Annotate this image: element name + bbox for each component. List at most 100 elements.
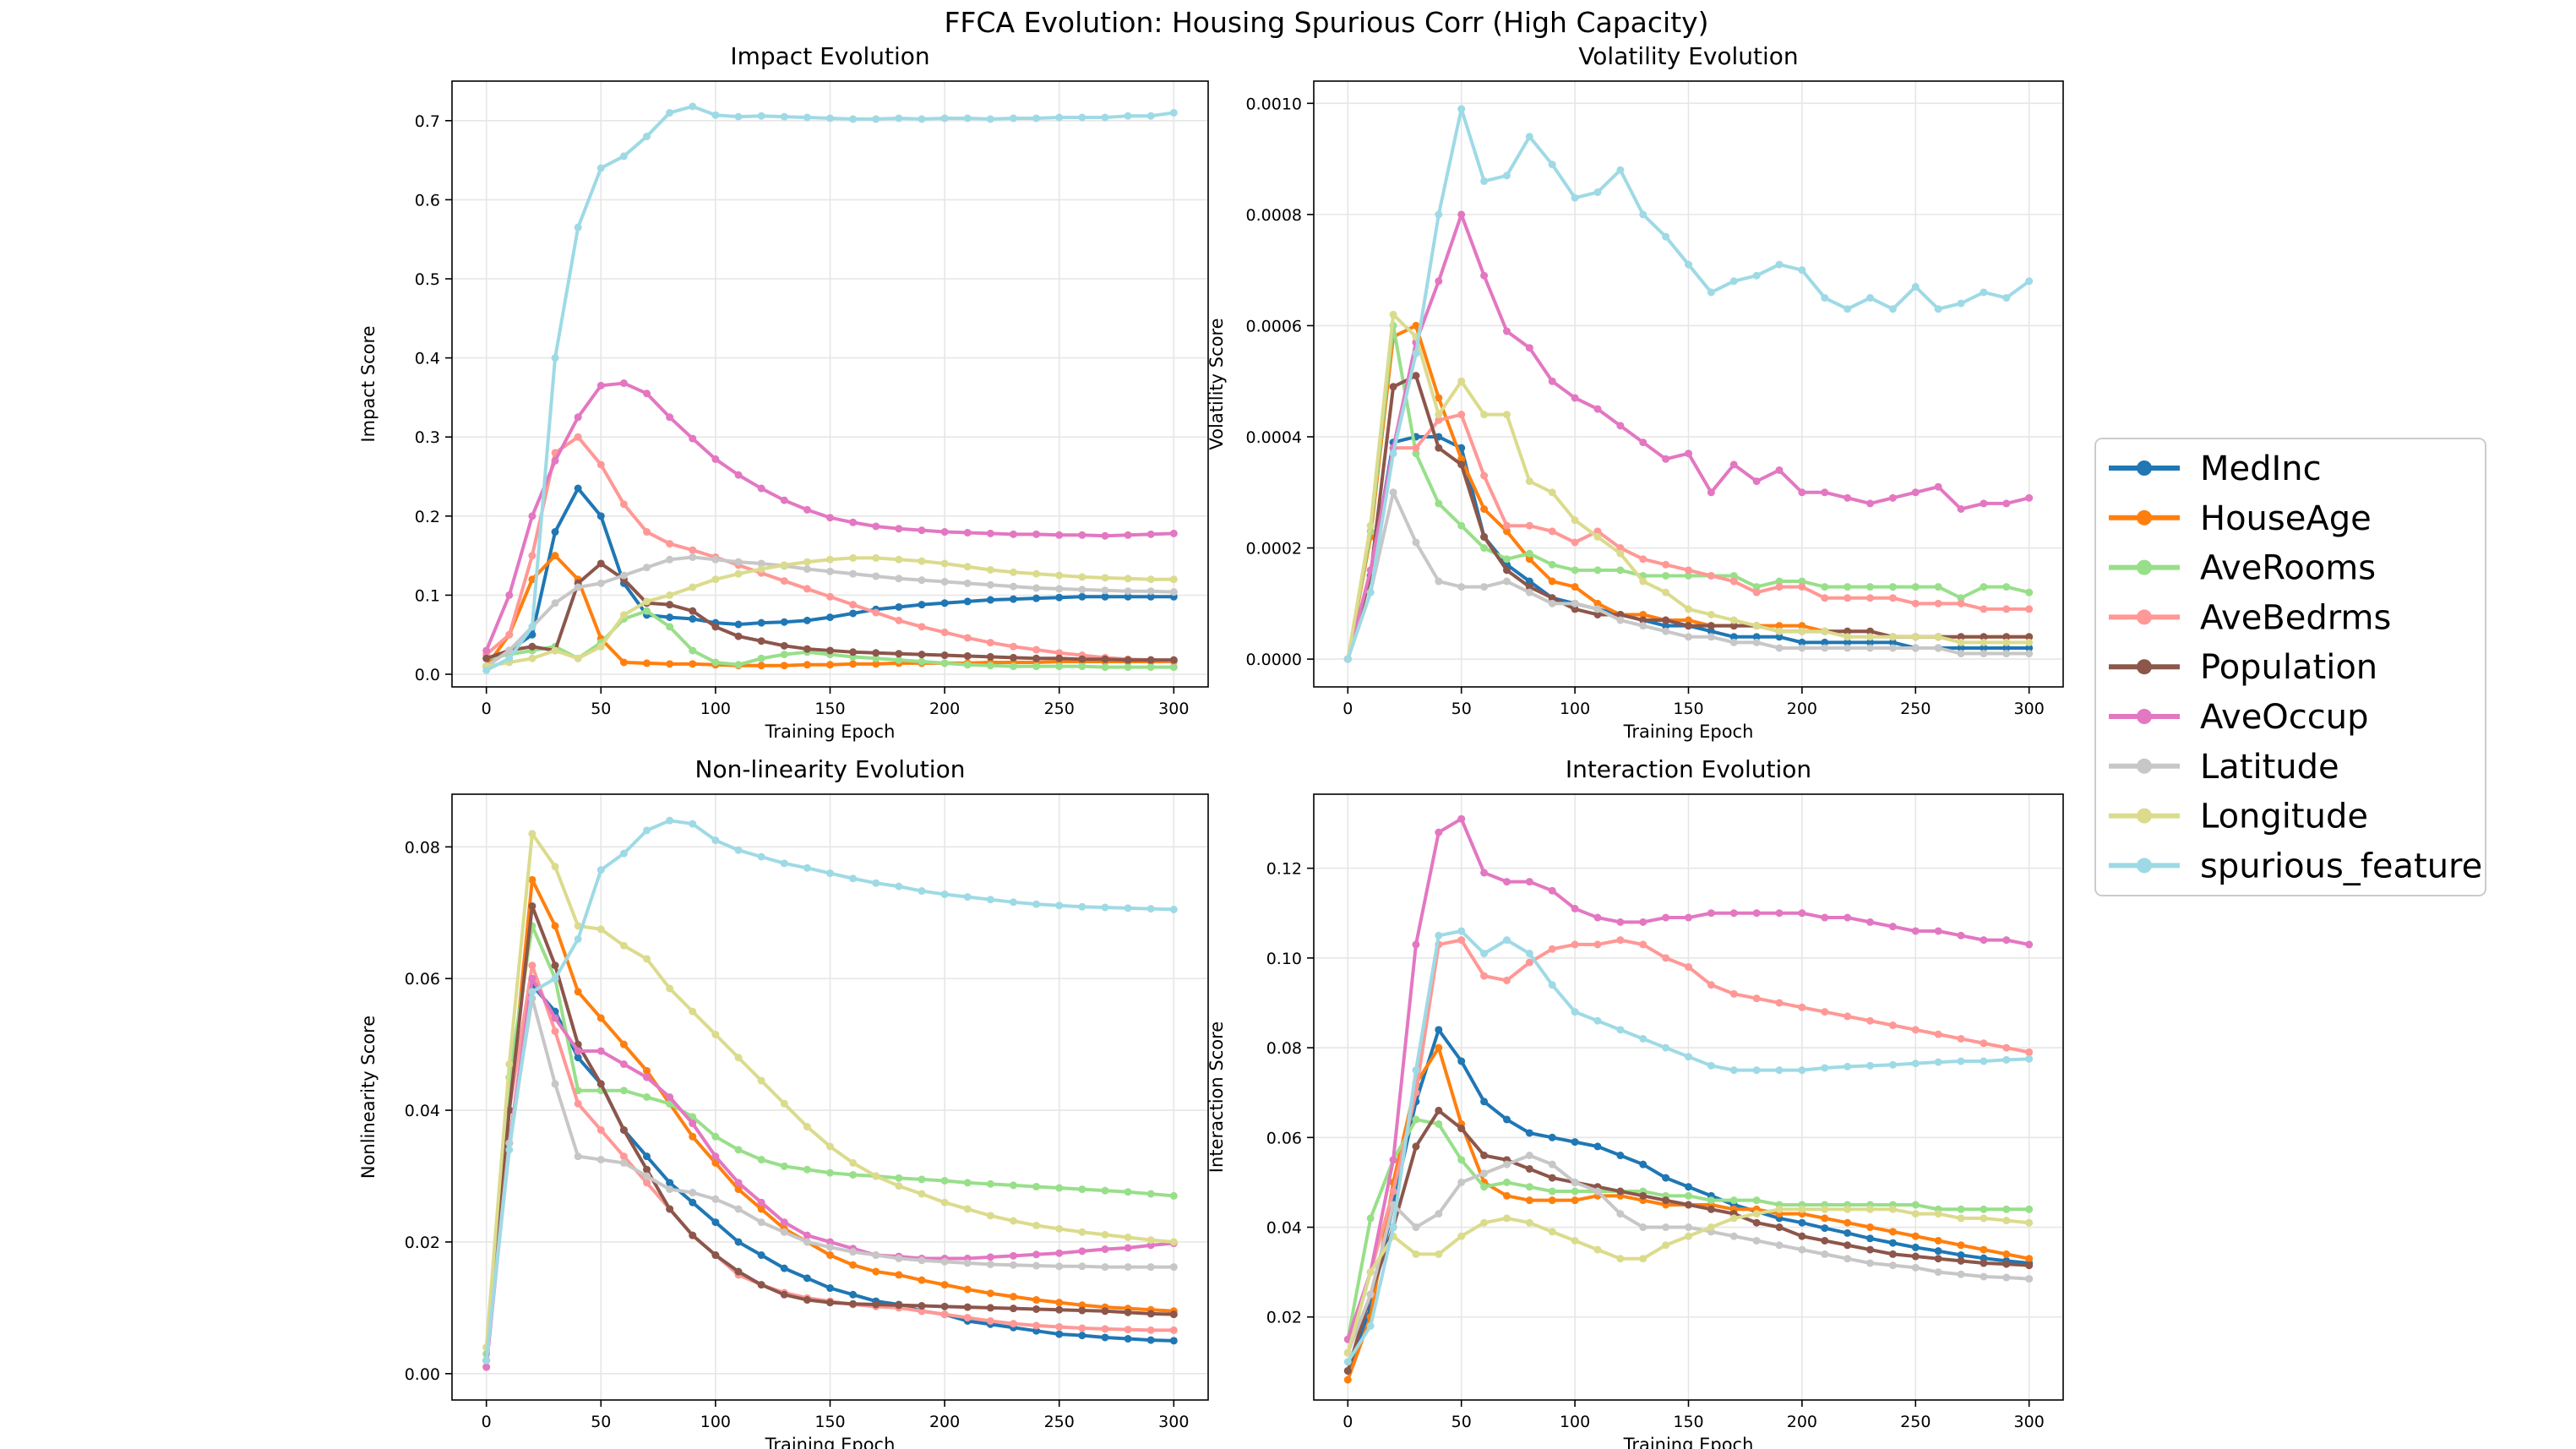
data-point-Latitude (1888, 1261, 1897, 1270)
data-point-HouseAge (1571, 1196, 1579, 1205)
data-point-MedInc (1821, 638, 1829, 646)
x-axis-label: Training Epoch (1623, 722, 1754, 742)
data-point-MedInc (666, 1179, 674, 1187)
data-point-Longitude (2002, 1217, 2011, 1225)
data-point-Longitude (1146, 575, 1155, 584)
data-point-Population (1032, 654, 1041, 662)
data-point-AveOccup (2002, 936, 2011, 945)
data-point-AveOccup (2025, 940, 2034, 949)
data-point-AveBedrms (574, 1099, 582, 1108)
data-point-Longitude (918, 557, 926, 565)
data-point-AveOccup (689, 434, 697, 443)
data-point-Longitude (551, 646, 559, 655)
data-point-Longitude (1934, 633, 1942, 641)
data-point-AveRooms (895, 1174, 903, 1182)
data-point-Population (1866, 1245, 1875, 1254)
data-point-spurious_feature (963, 114, 972, 123)
data-point-AveBedrms (1146, 1326, 1155, 1334)
data-point-AveBedrms (1639, 555, 1647, 564)
data-point-Population (1169, 656, 1178, 664)
data-point-Longitude (1911, 633, 1920, 641)
data-point-Latitude (1366, 1290, 1375, 1299)
data-point-spurious_feature (1101, 903, 1109, 912)
data-point-Latitude (1616, 1210, 1625, 1218)
data-point-AveBedrms (1032, 1321, 1041, 1330)
data-point-spurious_feature (1888, 305, 1897, 313)
data-point-AveBedrms (1009, 642, 1017, 651)
y-tick-label: 0.7 (415, 112, 440, 131)
data-point-spurious_feature (895, 114, 903, 123)
data-point-Longitude (918, 1190, 926, 1198)
chart-nonlinearity: 0 50 100 150 200 250 300 0.00 0.02 0.04 0.06 0.08 No… (358, 755, 1209, 1449)
data-point-HouseAge (551, 552, 559, 560)
data-point-AveOccup (734, 1179, 743, 1187)
data-point-HouseAge (757, 1205, 765, 1213)
data-point-Latitude (1124, 587, 1132, 596)
data-point-AveOccup (1844, 493, 1852, 502)
data-point-AveBedrms (619, 1152, 628, 1161)
x-tick-label: 150 (1673, 1413, 1703, 1431)
data-point-spurious_feature (1146, 112, 1155, 120)
x-tick-label: 300 (2014, 1413, 2045, 1431)
data-point-MedInc (849, 1290, 858, 1299)
data-point-Population (734, 1267, 743, 1276)
data-point-AveBedrms (986, 639, 994, 647)
data-point-AveOccup (940, 528, 949, 537)
data-point-HouseAge (528, 575, 536, 584)
data-point-MedInc (1866, 1234, 1875, 1243)
data-point-Latitude (1169, 1263, 1178, 1272)
data-point-AveRooms (711, 1132, 720, 1141)
data-point-Longitude (1009, 1217, 1017, 1225)
data-point-Population (596, 1080, 605, 1088)
data-point-Population (895, 1301, 903, 1310)
data-point-Longitude (849, 553, 858, 562)
x-tick-label: 0 (482, 700, 492, 718)
data-point-MedInc (666, 613, 674, 622)
data-point-HouseAge (1821, 1214, 1829, 1223)
data-point-AveRooms (1980, 1205, 1988, 1213)
data-point-Longitude (1844, 1205, 1852, 1213)
data-point-AveBedrms (1525, 958, 1533, 967)
y-tick-label: 0.12 (1266, 860, 1302, 879)
data-point-Longitude (1146, 1236, 1155, 1245)
data-point-Population (596, 559, 605, 568)
data-point-AveBedrms (918, 623, 926, 631)
data-point-AveBedrms (1055, 649, 1064, 657)
data-point-AveRooms (986, 662, 994, 670)
data-point-spurious_feature (689, 820, 697, 828)
data-point-HouseAge (1888, 1228, 1897, 1236)
chart-interaction: 0 50 100 150 200 250 300 0.02 0.04 0.06 0.08 0.10 0.… (1206, 755, 2064, 1449)
data-point-AveRooms (1078, 662, 1086, 671)
data-point-MedInc (1685, 1183, 1692, 1191)
data-point-Latitude (803, 1238, 811, 1246)
data-point-MedInc (689, 615, 697, 623)
data-point-Population (1571, 605, 1579, 613)
data-point-Longitude (1502, 411, 1511, 419)
data-point-Population (803, 1296, 811, 1305)
data-point-Latitude (551, 599, 559, 607)
data-point-Latitude (1571, 599, 1579, 607)
data-point-Population (1662, 616, 1670, 624)
data-point-HouseAge (689, 660, 697, 668)
data-point-AveBedrms (1457, 936, 1466, 945)
data-point-AveOccup (1866, 499, 1875, 508)
data-point-Longitude (872, 553, 880, 562)
data-point-Latitude (1844, 644, 1852, 652)
data-point-AveRooms (1101, 1186, 1109, 1195)
data-point-MedInc (574, 1054, 582, 1062)
data-point-spurious_feature (734, 112, 743, 121)
x-tick-label: 0 (1342, 700, 1353, 718)
data-point-Population (1101, 655, 1109, 663)
y-tick-label: 0.3 (415, 428, 440, 447)
data-point-Longitude (1032, 569, 1041, 578)
data-point-AveRooms (2002, 1205, 2011, 1213)
data-point-Population (986, 1304, 994, 1312)
x-tick-label: 150 (814, 700, 845, 718)
chart-title: Non-linearity Evolution (695, 755, 966, 783)
data-point-AveBedrms (1707, 571, 1715, 580)
data-point-Population (1389, 383, 1397, 391)
data-point-Latitude (918, 1256, 926, 1265)
data-point-HouseAge (1435, 394, 1443, 402)
data-point-AveRooms (2025, 1205, 2034, 1213)
data-point-Population (689, 607, 697, 615)
